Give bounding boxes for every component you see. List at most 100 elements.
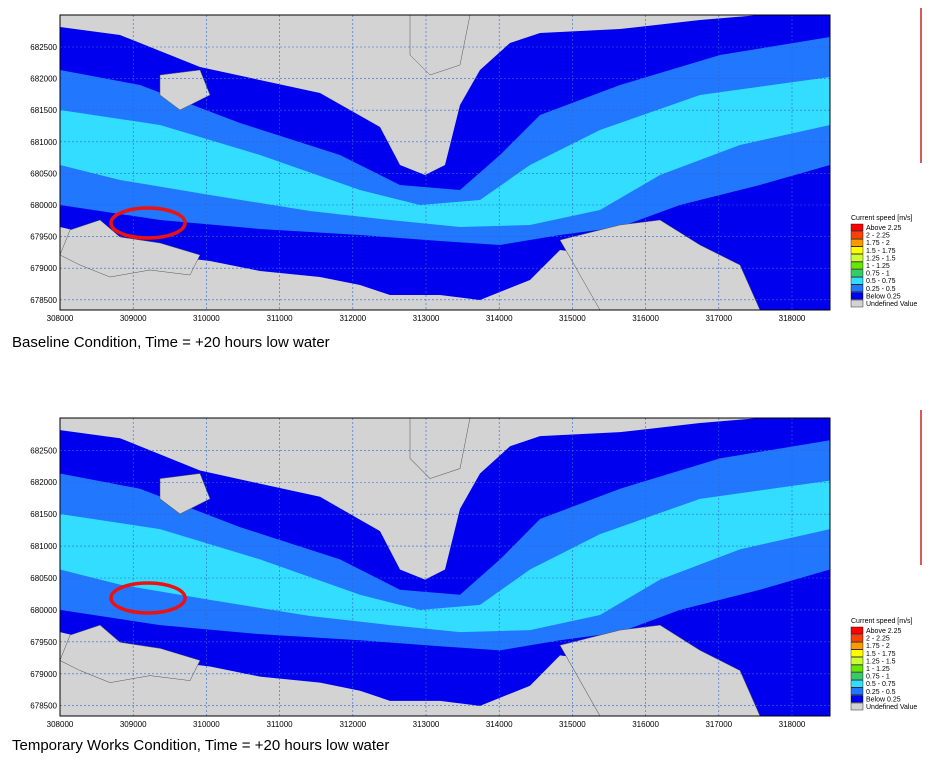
x-tick-label: 308000 — [47, 720, 74, 729]
y-tick-label: 682000 — [30, 478, 57, 487]
x-tick-label: 318000 — [779, 314, 806, 323]
x-tick-label: 317000 — [705, 720, 732, 729]
legend-label: 1.25 - 1.5 — [866, 255, 896, 262]
land-patch — [559, 219, 761, 311]
highlight-ellipse — [109, 581, 187, 615]
x-tick-label: 317000 — [705, 314, 732, 323]
y-tick-label: 681000 — [30, 542, 57, 551]
y-tick-label: 679500 — [30, 233, 57, 242]
x-tick-label: 316000 — [632, 314, 659, 323]
legend-swatch — [850, 634, 864, 642]
x-tick-label: 318000 — [779, 720, 806, 729]
legend-swatch — [850, 672, 864, 680]
x-tick-label: 314000 — [486, 314, 513, 323]
legend-swatch — [850, 261, 864, 270]
legend-swatch — [850, 649, 864, 657]
y-tick-label: 681500 — [30, 106, 57, 115]
x-tick-label: 312000 — [339, 720, 366, 729]
legend-swatch — [850, 292, 864, 300]
y-tick-label: 679000 — [30, 264, 57, 273]
legend-label: 2 - 2.25 — [866, 233, 890, 240]
y-tick-label: 680500 — [30, 574, 57, 583]
x-tick-label: 311000 — [267, 314, 294, 323]
legend-swatch — [850, 626, 864, 635]
land-patch — [559, 624, 761, 717]
legend-swatch — [850, 642, 864, 650]
x-tick-label: 314000 — [486, 720, 513, 729]
legend-swatch — [850, 238, 864, 247]
legend-label: 1.5 - 1.75 — [866, 651, 896, 658]
y-tick-label: 679000 — [30, 670, 57, 679]
plot-frame — [59, 417, 831, 717]
legend-label: 2 - 2.25 — [866, 636, 890, 643]
caption: Baseline Condition, Time = +20 hours low… — [12, 334, 330, 351]
x-tick-label: 313000 — [413, 720, 440, 729]
legend-swatch — [850, 680, 864, 688]
land-patch — [159, 473, 211, 515]
x-tick-label: 313000 — [413, 314, 440, 323]
x-tick-label: 308000 — [47, 314, 74, 323]
legend-title: Current speed [m/s] — [851, 215, 913, 222]
legend-label: 1.75 - 2 — [866, 643, 890, 650]
legend-label: Above 2.25 — [866, 628, 902, 635]
legend-swatch — [850, 269, 864, 277]
legend-title: Current speed [m/s] — [851, 618, 913, 625]
y-tick-label: 682000 — [30, 75, 57, 84]
land-patch — [59, 624, 201, 683]
y-tick-label: 679500 — [30, 638, 57, 647]
y-tick-label: 681000 — [30, 138, 57, 147]
legend-label: Below 0.25 — [866, 696, 901, 703]
legend-swatch — [850, 246, 864, 255]
legend-swatch — [850, 254, 864, 262]
x-tick-label: 315000 — [559, 720, 586, 729]
legend-label: Undefined Value — [866, 301, 917, 308]
y-tick-label: 680000 — [30, 201, 57, 210]
legend-swatch — [850, 277, 864, 285]
legend-label: 0.25 - 0.5 — [866, 286, 896, 293]
x-tick-label: 315000 — [559, 314, 586, 323]
y-tick-label: 680000 — [30, 606, 57, 615]
y-tick-label: 681500 — [30, 510, 57, 519]
plot-frame — [59, 14, 831, 311]
y-tick-label: 680500 — [30, 169, 57, 178]
x-tick-label: 309000 — [120, 314, 147, 323]
legend-swatch — [850, 223, 864, 232]
land-patch — [59, 219, 201, 278]
land-patch — [159, 69, 211, 111]
legend-label: Above 2.25 — [866, 225, 902, 232]
legend-swatch — [850, 284, 864, 292]
legend-swatch — [850, 657, 864, 665]
speed-zone-high — [60, 77, 830, 227]
y-tick-label: 678500 — [30, 296, 57, 305]
legend-swatch — [850, 231, 864, 239]
x-tick-label: 310000 — [193, 314, 220, 323]
map-area — [59, 417, 830, 717]
legend-label: 0.5 - 0.75 — [866, 278, 896, 285]
x-tick-label: 316000 — [632, 720, 659, 729]
legend-swatch — [850, 687, 864, 695]
legend-label: 1 - 1.25 — [866, 666, 890, 673]
legend-label: 0.25 - 0.5 — [866, 689, 896, 696]
legend-label: 1 - 1.25 — [866, 263, 890, 270]
legend-label: 0.75 - 1 — [866, 271, 890, 278]
legend-swatch — [850, 695, 864, 703]
legend-swatch — [850, 702, 864, 711]
legend-label: 0.75 - 1 — [866, 674, 890, 681]
y-tick-label: 682500 — [30, 446, 57, 455]
map-panel: 308000 309000 310000 311000 312000 313000 3140… — [12, 8, 922, 351]
y-tick-label: 682500 — [30, 43, 57, 52]
x-tick-label: 310000 — [193, 720, 220, 729]
legend-label: 0.5 - 0.75 — [866, 681, 896, 688]
map-area — [59, 14, 830, 311]
legend-swatch — [850, 299, 864, 308]
x-tick-label: 309000 — [120, 720, 147, 729]
legend-label: 1.5 - 1.75 — [866, 248, 896, 255]
map-panel: 308000 309000 310000 311000 312000 313000 3140… — [12, 410, 922, 754]
legend-label: Undefined Value — [866, 704, 917, 711]
legend-label: Below 0.25 — [866, 293, 901, 300]
x-tick-label: 312000 — [339, 314, 366, 323]
y-tick-label: 678500 — [30, 702, 57, 711]
x-tick-label: 311000 — [267, 720, 294, 729]
caption: Temporary Works Condition, Time = +20 ho… — [12, 737, 389, 754]
